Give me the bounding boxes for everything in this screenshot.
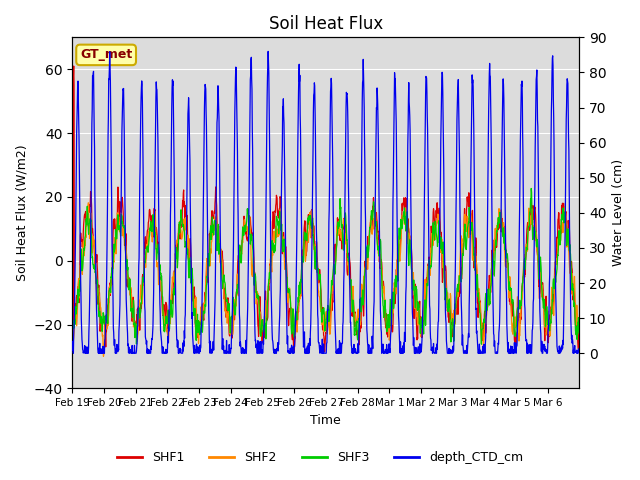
Y-axis label: Water Level (cm): Water Level (cm) <box>612 159 625 266</box>
X-axis label: Time: Time <box>310 414 341 427</box>
Legend: SHF1, SHF2, SHF3, depth_CTD_cm: SHF1, SHF2, SHF3, depth_CTD_cm <box>112 446 528 469</box>
Text: GT_met: GT_met <box>80 48 132 61</box>
Y-axis label: Soil Heat Flux (W/m2): Soil Heat Flux (W/m2) <box>15 144 28 281</box>
Title: Soil Heat Flux: Soil Heat Flux <box>269 15 383 33</box>
